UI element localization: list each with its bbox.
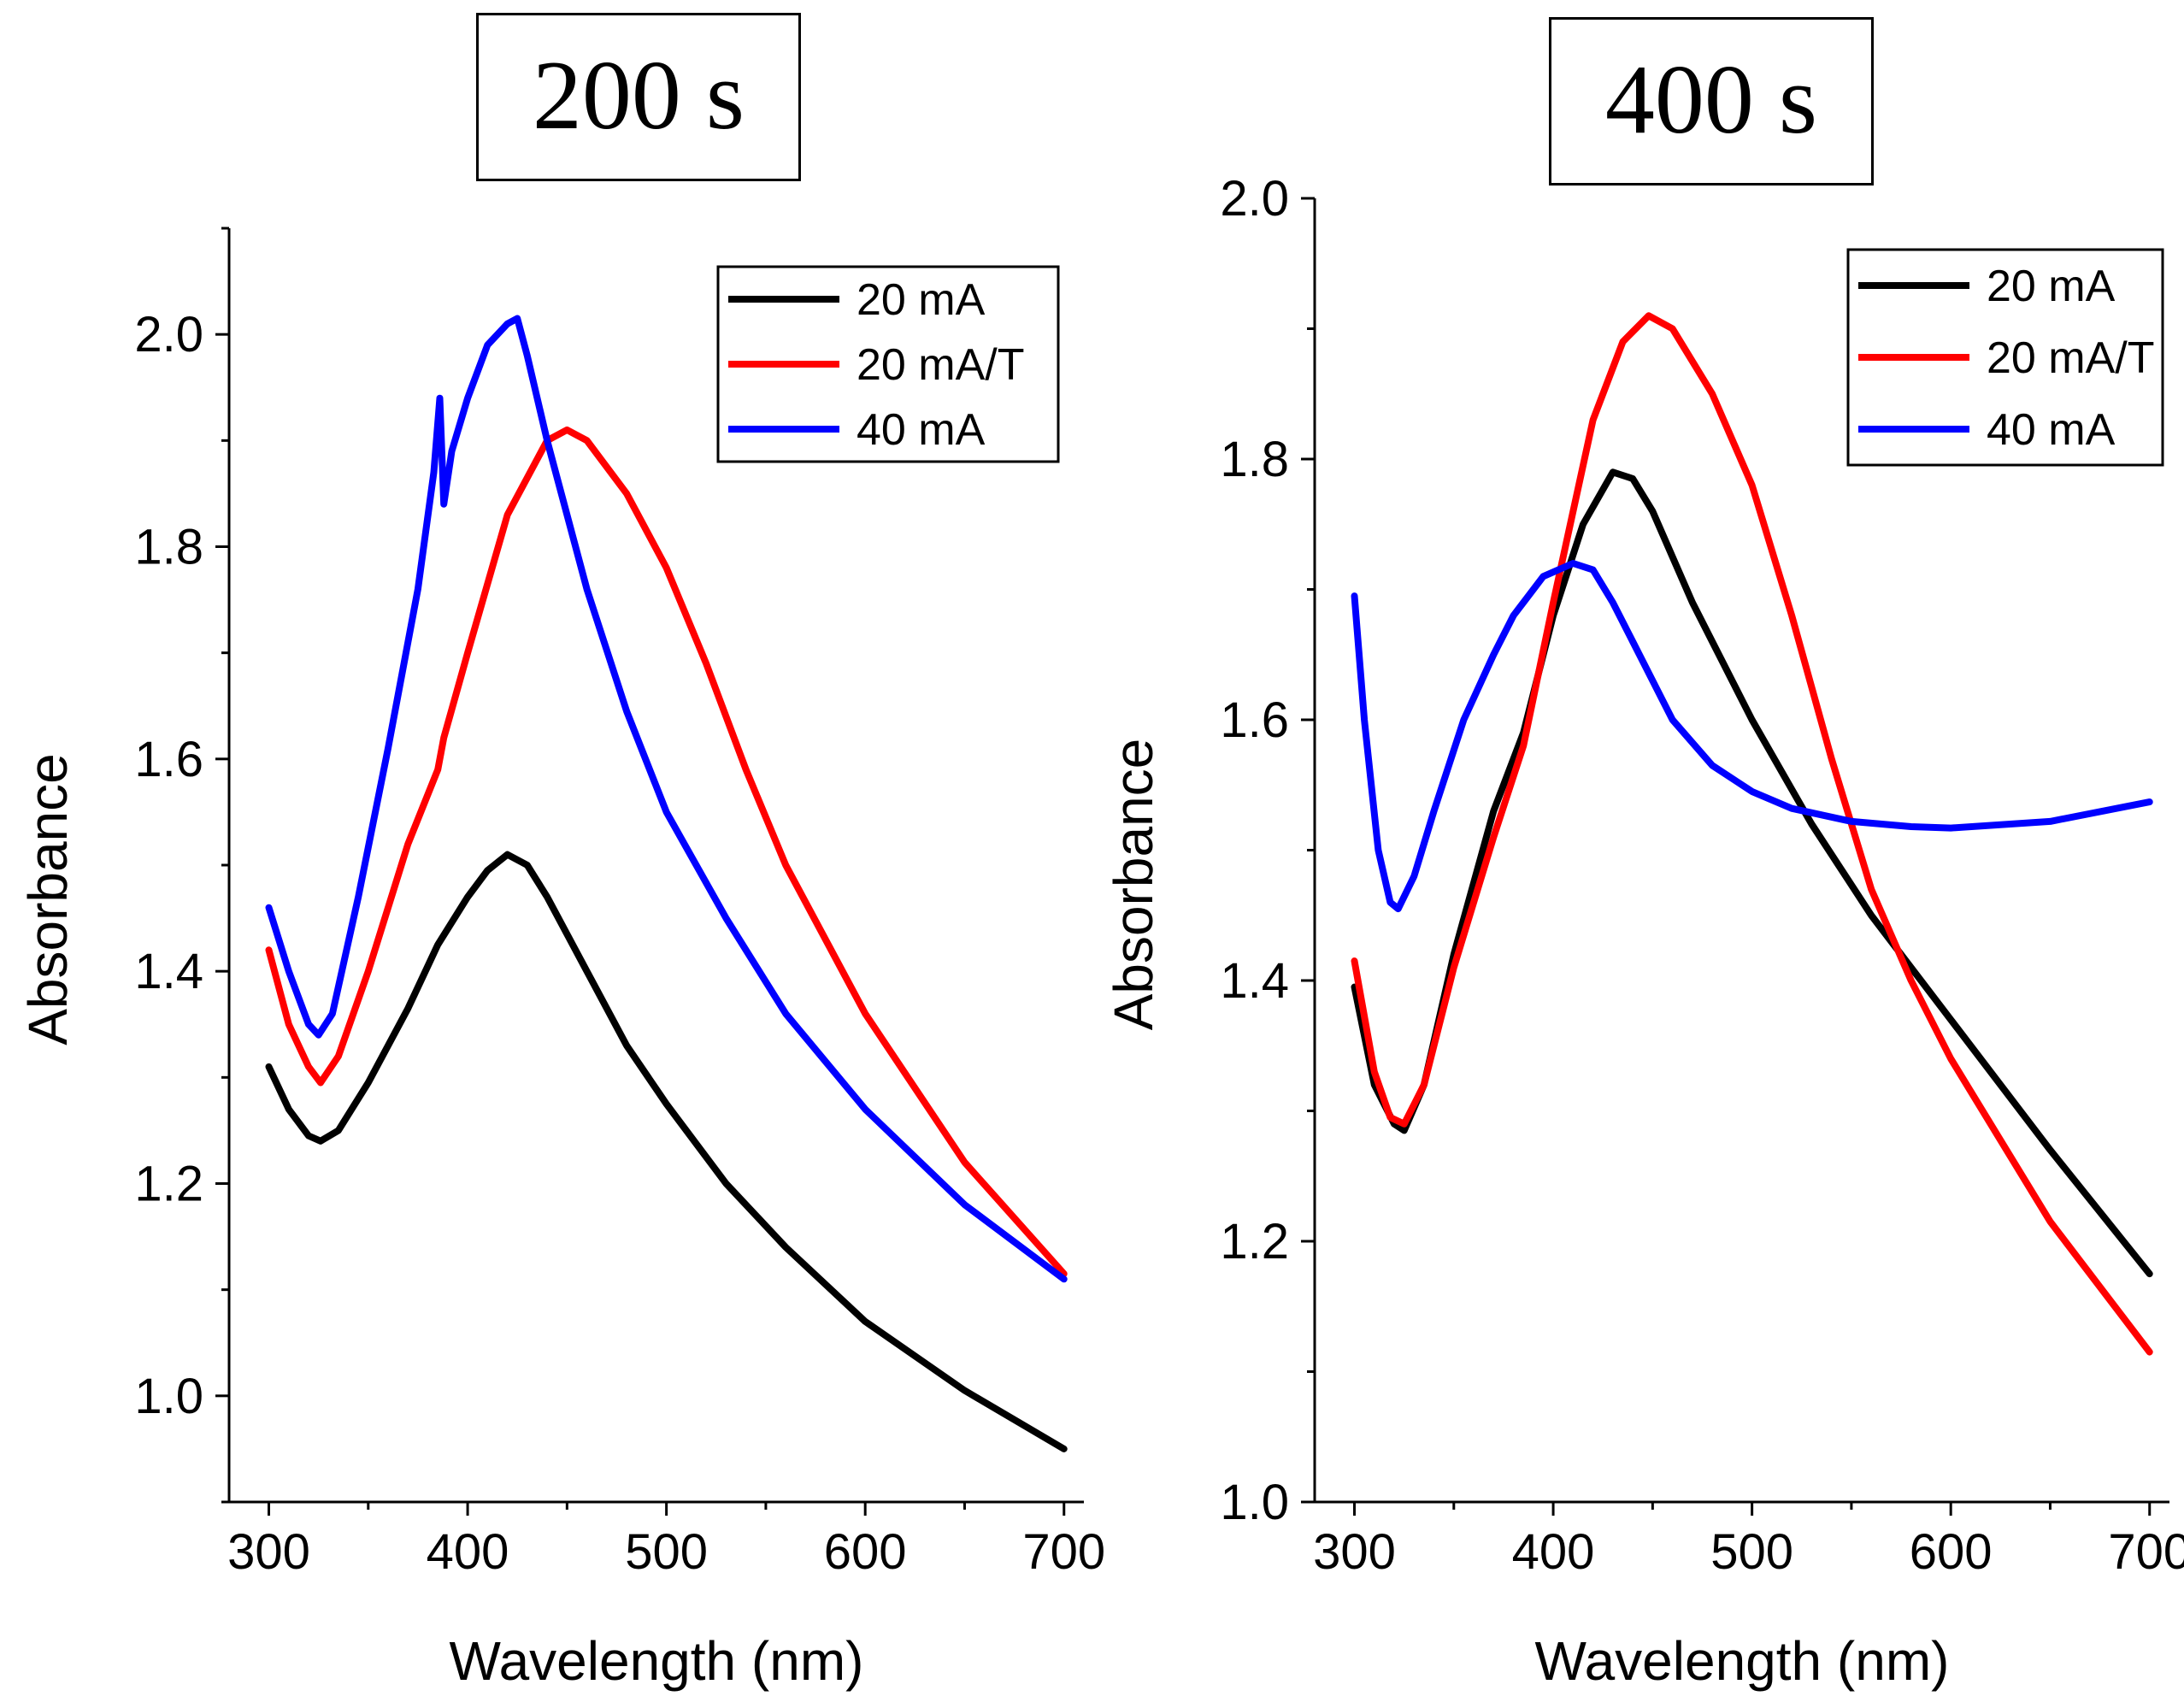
legend-label: 20 mA — [857, 275, 986, 325]
y-tick-label: 2.0 — [1220, 171, 1289, 227]
series-line-3 — [265, 315, 1068, 1283]
legend: 20 mA 20 mA/T 40 mA — [1846, 248, 2164, 467]
chart-panel-1: 300 400 500 600 700 1.0 1.2 1.4 1.6 1.8 2.0 Wavelen… — [17, 227, 1105, 1692]
legend-label: 20 mA/T — [857, 340, 1025, 390]
x-tick-label: 300 — [1313, 1524, 1396, 1580]
y-tick-label: 1.4 — [1220, 953, 1289, 1009]
legend: 20 mA 20 mA/T 40 mA — [716, 265, 1060, 463]
y-tick-label: 1.0 — [134, 1369, 203, 1424]
x-tick-label: 300 — [227, 1524, 310, 1580]
y-tick-label: 1.4 — [134, 944, 203, 999]
x-tick-label: 600 — [1910, 1524, 1993, 1580]
x-tick-label: 400 — [1512, 1524, 1595, 1580]
y-tick-label: 1.8 — [1220, 432, 1289, 487]
y-tick-label: 1.0 — [1220, 1475, 1289, 1530]
x-tick-label: 700 — [2108, 1524, 2184, 1580]
y-tick-label: 2.0 — [134, 307, 203, 362]
y-tick-label: 1.6 — [1220, 692, 1289, 748]
y-axis-label: Absorbance — [17, 753, 79, 1045]
x-tick-label: 400 — [427, 1524, 509, 1580]
y-axis-label: Absorbance — [1103, 739, 1164, 1031]
y-tick-label: 1.6 — [134, 732, 203, 787]
x-tick-label: 500 — [1710, 1524, 1793, 1580]
chart-title-400s: 400 s — [1549, 17, 1874, 186]
series-line-1 — [265, 851, 1068, 1452]
series-line-2 — [265, 426, 1068, 1277]
legend-label: 40 mA — [857, 405, 986, 455]
x-axis-label: Wavelength (nm) — [450, 1630, 864, 1692]
x-tick-label: 700 — [1022, 1524, 1105, 1580]
chart-panel-2: 300 400 500 600 700 1.0 1.2 1.4 1.6 1.8 2.0 Wavelen… — [1103, 171, 2184, 1692]
legend-label: 20 mA/T — [1987, 333, 2155, 383]
x-tick-label: 600 — [824, 1524, 907, 1580]
series-line-1 — [1351, 468, 2153, 1278]
x-axis-label: Wavelength (nm) — [1535, 1630, 1950, 1692]
series-line-2 — [1351, 312, 2153, 1356]
y-tick-label: 1.2 — [134, 1157, 203, 1212]
chart-title-200s: 200 s — [476, 13, 801, 181]
y-tick-label: 1.8 — [134, 520, 203, 575]
y-tick-label: 1.2 — [1220, 1214, 1289, 1269]
series-line-3 — [1351, 560, 2153, 913]
legend-label: 40 mA — [1987, 405, 2116, 455]
legend-label: 20 mA — [1987, 262, 2116, 311]
x-tick-label: 500 — [625, 1524, 708, 1580]
